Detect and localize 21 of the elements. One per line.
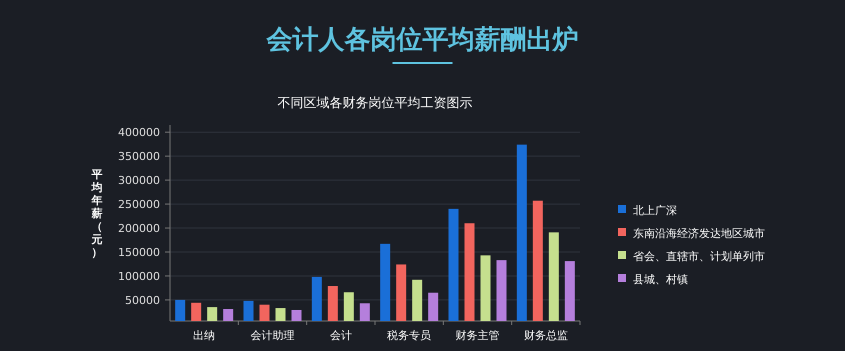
legend-label: 县城、村镇 <box>633 273 688 286</box>
legend-label: 北上广深 <box>633 204 677 217</box>
chart-title: 会计人各岗位平均薪酬出炉 <box>266 25 578 55</box>
y-tick-label: 350000 <box>118 150 160 164</box>
x-tick-label: 财务总监 <box>524 329 568 342</box>
legend-label: 东南沿海经济发达地区城市 <box>633 227 765 240</box>
chart-subtitle: 不同区域各财务岗位平均工资图示 <box>278 96 472 111</box>
y-tick-label: 100000 <box>118 270 160 283</box>
y-tick-label: 300000 <box>118 174 160 188</box>
x-tick-label: 会计 <box>330 329 352 342</box>
x-tick-label: 财务主管 <box>456 329 500 342</box>
y-tick-label: 150000 <box>118 246 160 259</box>
y-tick-label: 400000 <box>118 126 160 140</box>
legend-label: 省会、直辖市、计划单列市 <box>633 250 765 263</box>
y-tick-label: 50000 <box>125 294 160 307</box>
x-tick-label: 会计助理 <box>250 329 294 342</box>
y-axis-title: 平均年薪（元） <box>90 168 102 259</box>
y-tick-label: 200000 <box>118 222 160 236</box>
x-tick-label: 税务专员 <box>387 329 432 342</box>
x-tick-label: 出纳 <box>193 329 216 342</box>
y-tick-label: 250000 <box>118 198 160 212</box>
